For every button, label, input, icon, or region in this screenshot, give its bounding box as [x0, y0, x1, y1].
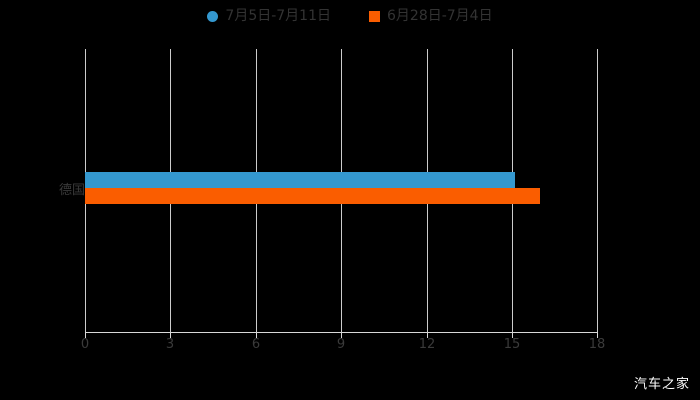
tick-label-3: 3	[165, 337, 175, 352]
tick-mark-6	[256, 333, 257, 338]
gridline-18	[597, 49, 598, 332]
legend-label-series-2: 6月28日-7月4日	[387, 8, 493, 24]
chart-legend: 7月5日-7月11日 6月28日-7月4日	[0, 5, 700, 27]
tick-label-9: 9	[336, 337, 346, 352]
bar-series-1-germany[interactable]	[85, 172, 515, 188]
x-axis-line	[85, 332, 598, 333]
tick-label-0: 0	[80, 337, 90, 352]
tick-label-12: 12	[418, 337, 436, 352]
tick-label-18: 18	[588, 337, 606, 352]
tick-mark-15	[512, 333, 513, 338]
legend-square-marker-icon	[369, 10, 380, 22]
plot-area	[85, 49, 598, 332]
y-axis-labels: 德国	[0, 179, 700, 198]
tick-mark-18	[597, 333, 598, 338]
tick-mark-12	[427, 333, 428, 338]
legend-item-series-1[interactable]: 7月5日-7月11日	[207, 8, 331, 24]
tick-mark-9	[341, 333, 342, 338]
tick-label-6: 6	[251, 337, 261, 352]
category-label-germany: 德国	[58, 183, 85, 198]
watermark: 汽车之家	[633, 377, 690, 392]
tick-mark-0	[85, 333, 86, 338]
tick-mark-3	[170, 333, 171, 338]
legend-item-series-2[interactable]: 6月28日-7月4日	[369, 8, 493, 24]
bar-series-2-germany[interactable]	[85, 188, 541, 204]
tick-label-15: 15	[503, 337, 521, 352]
legend-circle-marker-icon	[207, 10, 219, 22]
legend-label-series-1: 7月5日-7月11日	[225, 8, 331, 24]
